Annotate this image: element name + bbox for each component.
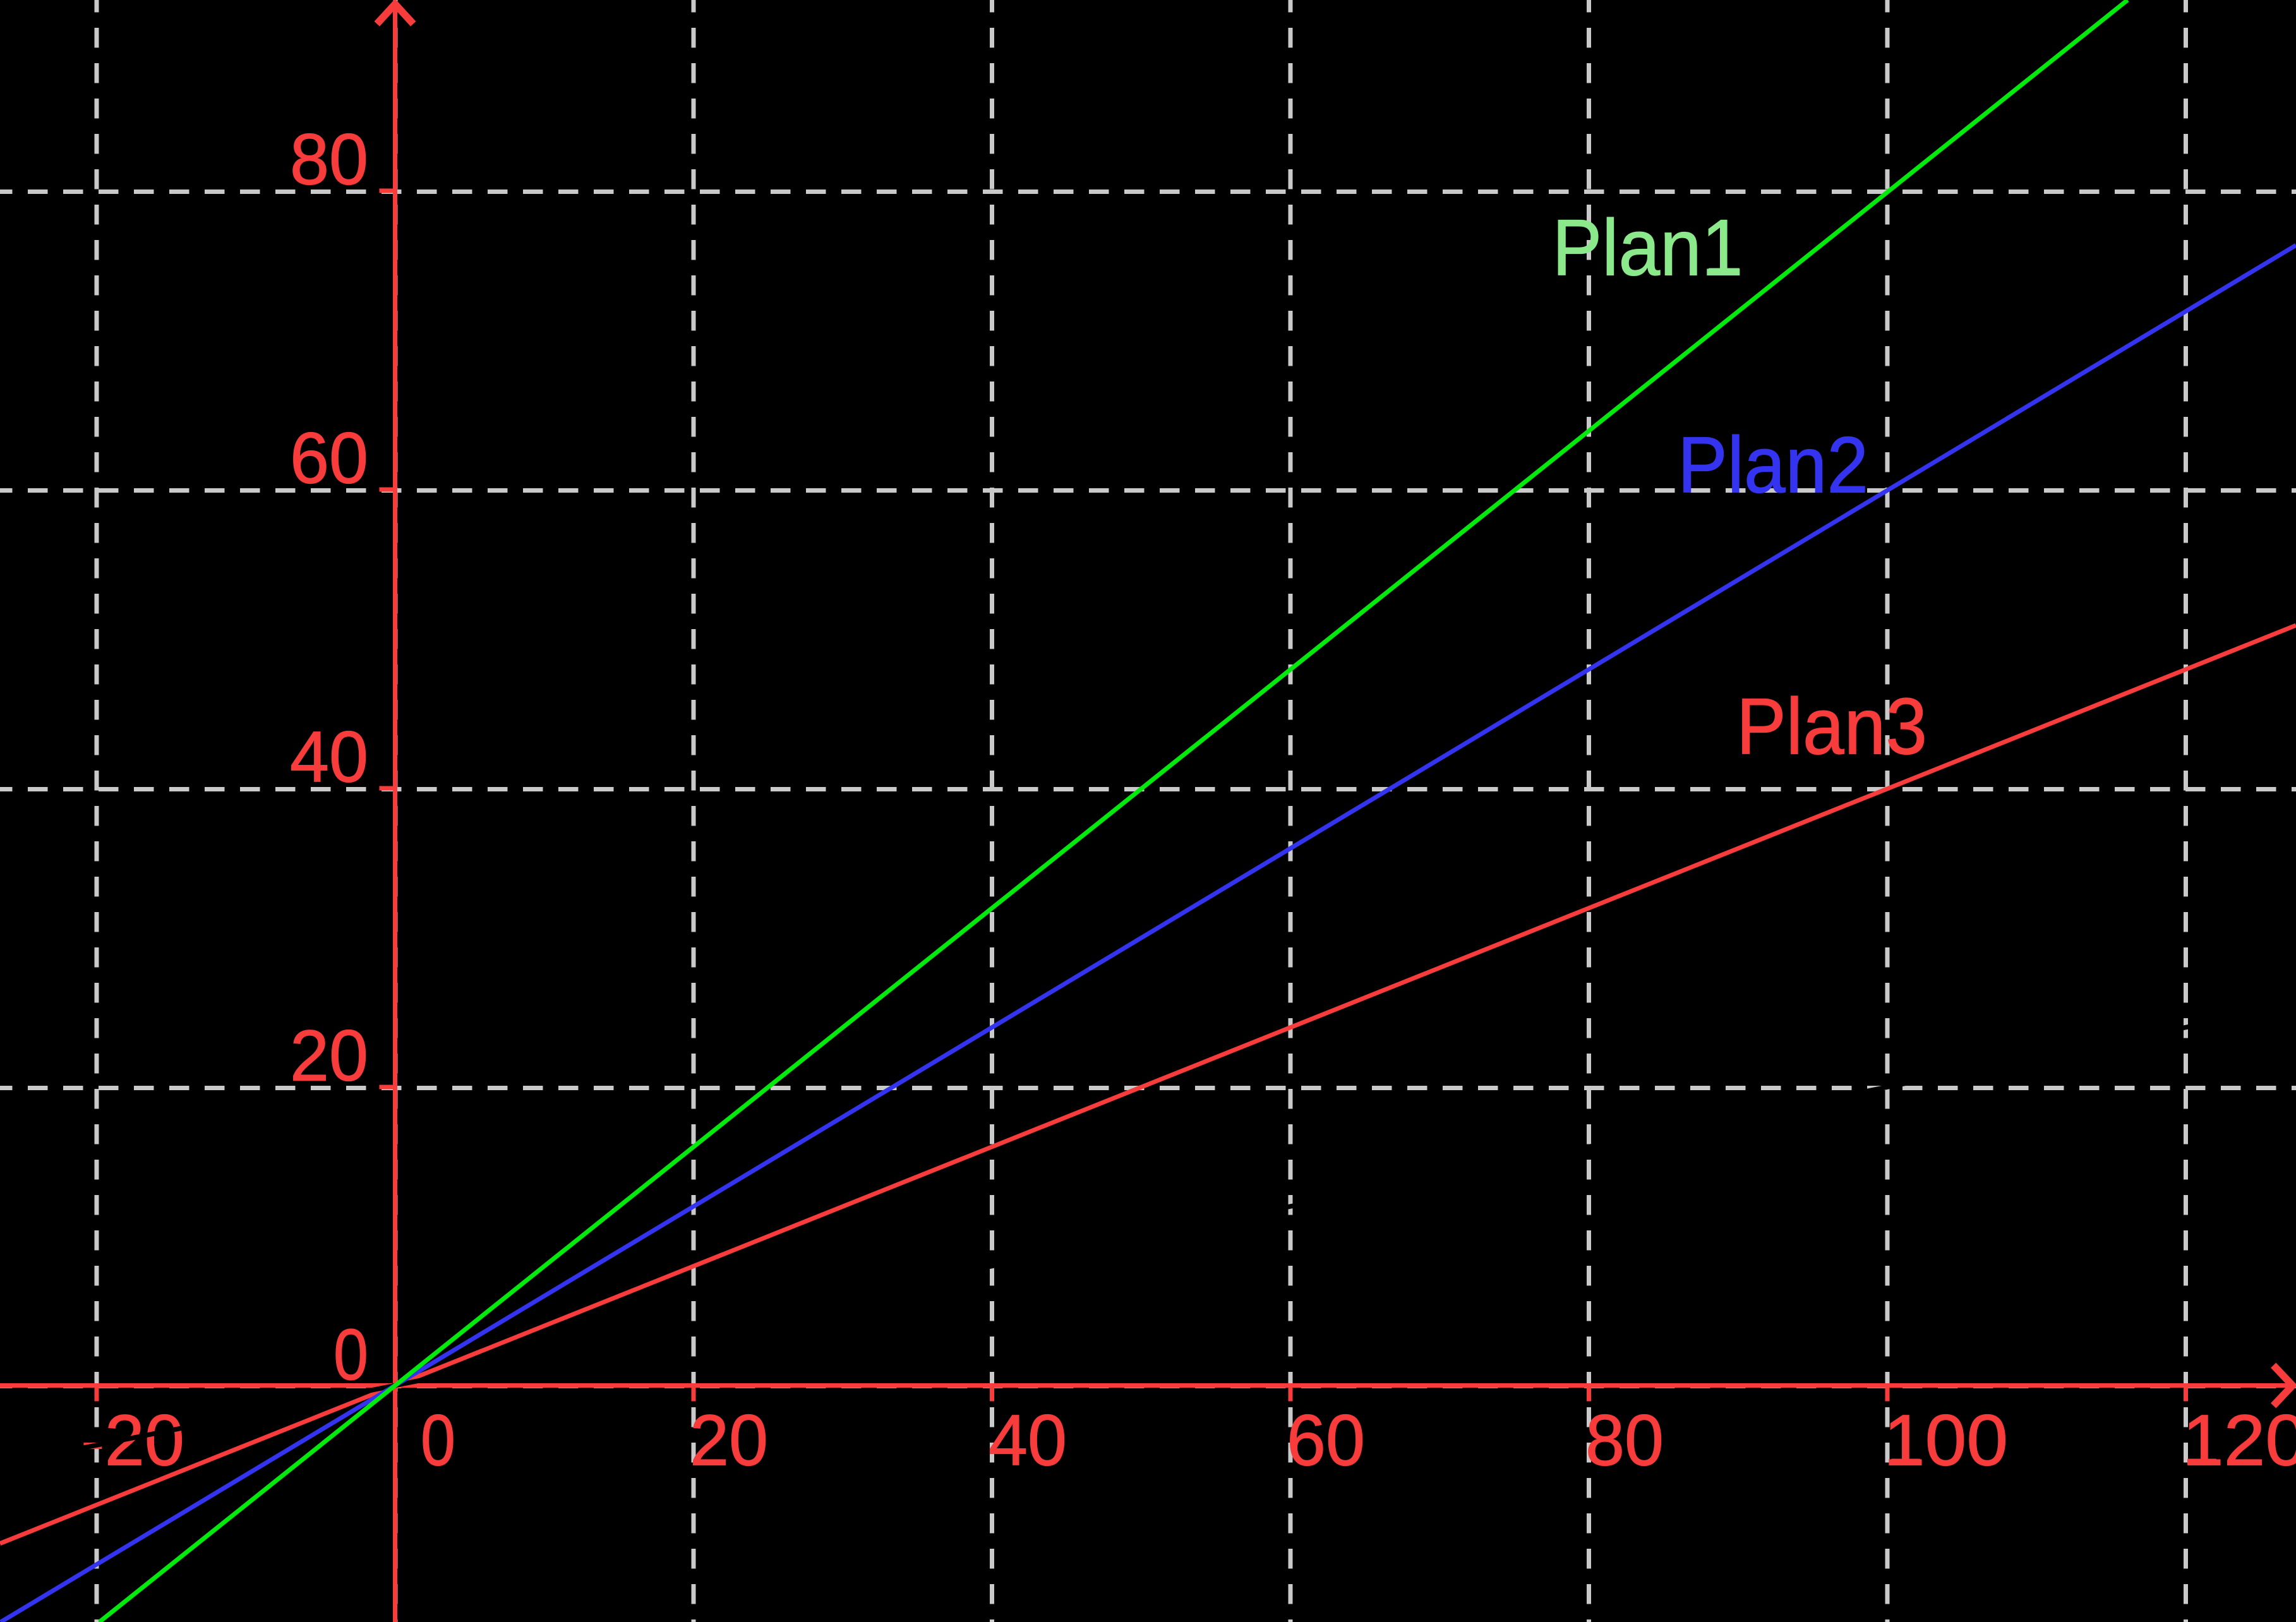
svg-text:20: 20 — [290, 1016, 368, 1096]
svg-text:60: 60 — [1287, 1401, 1365, 1481]
svg-text:0: 0 — [421, 1401, 455, 1481]
svg-text:100: 100 — [1884, 1401, 2008, 1481]
svg-text:Plan3: Plan3 — [1736, 682, 1927, 771]
svg-text:Plan2: Plan2 — [1678, 420, 1868, 509]
svg-text:40: 40 — [989, 1401, 1067, 1481]
svg-text:80: 80 — [1585, 1401, 1664, 1481]
svg-text:80: 80 — [290, 120, 368, 200]
svg-text:120: 120 — [2182, 1401, 2296, 1481]
svg-text:0: 0 — [334, 1315, 368, 1395]
svg-text:-20: -20 — [81, 1401, 184, 1481]
svg-text:40: 40 — [290, 718, 368, 798]
svg-text:20: 20 — [690, 1401, 768, 1481]
svg-text:60: 60 — [290, 419, 368, 499]
svg-text:Plan1: Plan1 — [1553, 203, 1743, 292]
